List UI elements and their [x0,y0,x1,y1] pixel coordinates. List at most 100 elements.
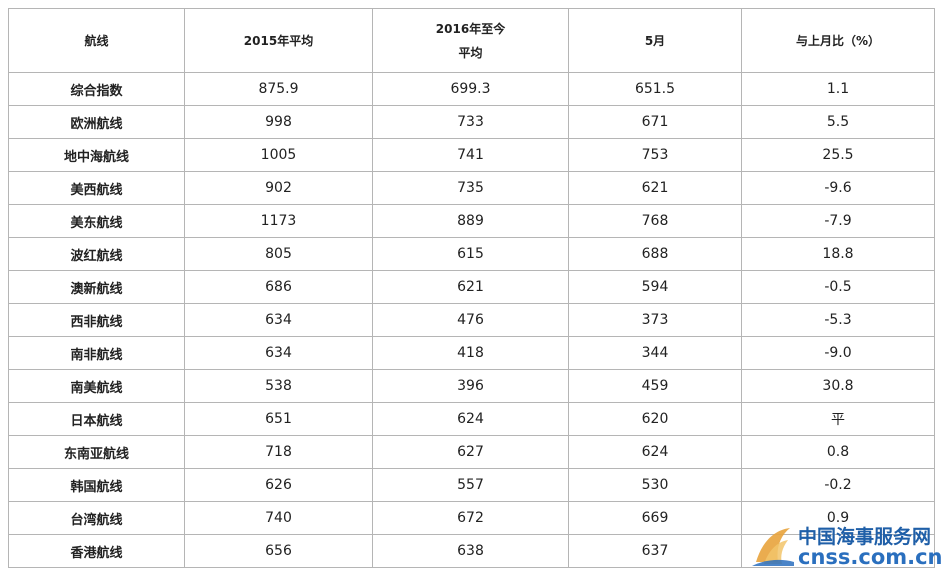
cell-avg-2016: 735 [372,171,569,205]
header-route: 航线 [8,8,185,73]
table-row: 台湾航线 740 672 669 0.9 [8,501,935,535]
cell-avg-2015: 1005 [184,138,373,172]
cell-avg-2015: 634 [184,336,373,370]
table-row: 西非航线 634 476 373 -5.3 [8,303,935,337]
table-row: 南美航线 538 396 459 30.8 [8,369,935,403]
cell-mom: 平 [741,402,935,436]
table-body: 综合指数 875.9 699.3 651.5 1.1 欧洲航线 998 733 671 5.5 地中… [8,72,935,568]
cell-avg-2016: 889 [372,204,569,238]
cell-avg-2015: 875.9 [184,72,373,106]
cell-avg-2016: 699.3 [372,72,569,106]
cell-avg-2015: 740 [184,501,373,535]
cell-avg-2016: 615 [372,237,569,271]
cell-may: 669 [568,501,742,535]
watermark-site-name: 中国海事服务网 [798,526,932,548]
cell-route: 台湾航线 [8,501,185,535]
table-row: 美东航线 1173 889 768 -7.9 [8,204,935,238]
cell-avg-2016: 733 [372,105,569,139]
cell-route: 南非航线 [8,336,185,370]
cell-route: 东南亚航线 [8,435,185,469]
cell-may: 637 [568,534,742,568]
cell-avg-2015: 902 [184,171,373,205]
cell-avg-2016: 476 [372,303,569,337]
cell-route: 日本航线 [8,402,185,436]
cell-mom: -7.9 [741,204,935,238]
cell-avg-2016: 396 [372,369,569,403]
cell-may: 671 [568,105,742,139]
cell-route: 综合指数 [8,72,185,106]
cell-route: 西非航线 [8,303,185,337]
cell-may: 624 [568,435,742,469]
cell-may: 530 [568,468,742,502]
cell-mom: 30.8 [741,369,935,403]
cell-may: 621 [568,171,742,205]
cell-route: 南美航线 [8,369,185,403]
cell-mom: 1.1 [741,72,935,106]
cell-mom: 0.8 [741,435,935,469]
cell-avg-2016: 672 [372,501,569,535]
cell-route: 美东航线 [8,204,185,238]
cell-avg-2016: 621 [372,270,569,304]
cell-mom: 5.5 [741,105,935,139]
table-row: 东南亚航线 718 627 624 0.8 [8,435,935,469]
cell-avg-2016: 418 [372,336,569,370]
table-row: 南非航线 634 418 344 -9.0 [8,336,935,370]
site-watermark: 中国海事服务网 cnss.com.cn [748,520,941,572]
freight-index-table: 航线 2015年平均 2016年至今 平均 5月 与上月比（%） 综合指数 875… [8,8,935,568]
table-row: 韩国航线 626 557 530 -0.2 [8,468,935,502]
watermark-domain: cnss.com.cn [798,545,941,569]
cell-avg-2015: 634 [184,303,373,337]
cell-route: 波红航线 [8,237,185,271]
sail-logo-icon [752,528,794,566]
cell-avg-2016: 638 [372,534,569,568]
cell-avg-2015: 651 [184,402,373,436]
cell-avg-2016: 627 [372,435,569,469]
cell-mom: 25.5 [741,138,935,172]
cell-may: 768 [568,204,742,238]
cell-avg-2015: 538 [184,369,373,403]
table-row: 澳新航线 686 621 594 -0.5 [8,270,935,304]
table-row: 综合指数 875.9 699.3 651.5 1.1 [8,72,935,106]
cell-avg-2015: 1173 [184,204,373,238]
cell-avg-2015: 626 [184,468,373,502]
cell-route: 韩国航线 [8,468,185,502]
cell-mom: -5.3 [741,303,935,337]
cell-may: 688 [568,237,742,271]
cell-avg-2015: 998 [184,105,373,139]
cell-route: 欧洲航线 [8,105,185,139]
header-may: 5月 [568,8,742,73]
cell-mom: -0.2 [741,468,935,502]
cell-may: 344 [568,336,742,370]
table-row: 欧洲航线 998 733 671 5.5 [8,105,935,139]
cell-may: 620 [568,402,742,436]
header-avg-2016: 2016年至今 平均 [372,8,569,73]
cell-avg-2015: 718 [184,435,373,469]
cell-route: 美西航线 [8,171,185,205]
header-mom: 与上月比（%） [741,8,935,73]
cell-may: 459 [568,369,742,403]
cell-mom: -9.0 [741,336,935,370]
cell-route: 地中海航线 [8,138,185,172]
header-avg-2016-line1: 2016年至今 [435,21,506,36]
cell-avg-2015: 656 [184,534,373,568]
cell-avg-2016: 741 [372,138,569,172]
table-header-row: 航线 2015年平均 2016年至今 平均 5月 与上月比（%） [8,8,935,73]
cell-mom: 0.9 [741,501,935,535]
cell-may: 651.5 [568,72,742,106]
table-row: 日本航线 651 624 620 平 [8,402,935,436]
cell-mom: -0.5 [741,270,935,304]
cell-avg-2016: 557 [372,468,569,502]
cell-may: 594 [568,270,742,304]
table-row: 波红航线 805 615 688 18.8 [8,237,935,271]
header-avg-2015: 2015年平均 [184,8,373,73]
cell-may: 373 [568,303,742,337]
cell-may: 753 [568,138,742,172]
cell-avg-2015: 805 [184,237,373,271]
cell-avg-2015: 686 [184,270,373,304]
cell-avg-2016: 624 [372,402,569,436]
cell-route: 香港航线 [8,534,185,568]
cell-mom: -9.6 [741,171,935,205]
header-avg-2016-line2: 平均 [458,45,483,60]
cell-mom: 18.8 [741,237,935,271]
table-row: 美西航线 902 735 621 -9.6 [8,171,935,205]
